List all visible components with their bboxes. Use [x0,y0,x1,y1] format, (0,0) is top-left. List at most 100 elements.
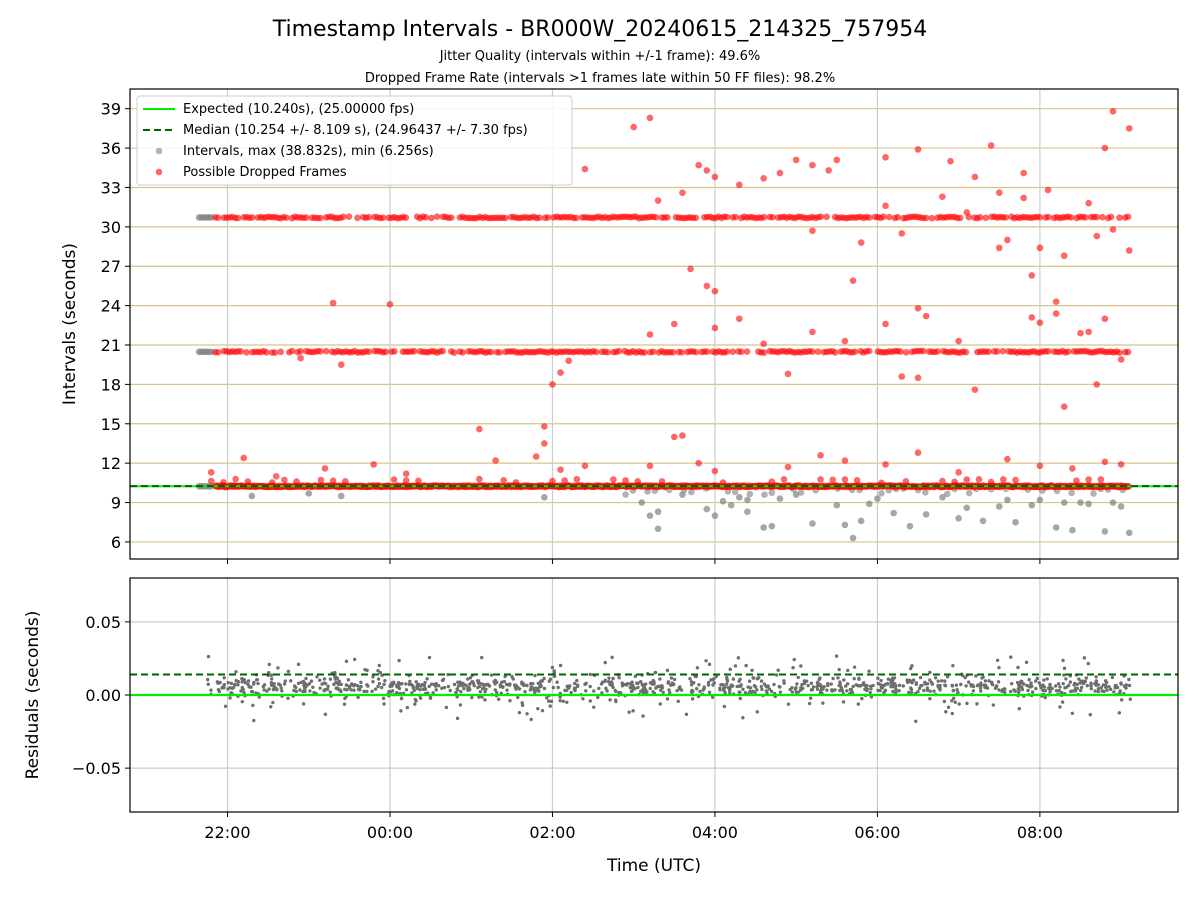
residual-point [848,687,852,692]
residual-point [1102,689,1106,694]
residual-point [489,673,494,677]
dropped-frame-point [841,476,849,483]
residual-point [592,689,596,693]
residual-point [399,709,403,713]
residual-point [751,676,755,680]
residual-point [1078,688,1083,693]
dropped-frame-point [1036,319,1044,326]
dropped-frame-point [428,214,435,222]
residual-point [704,659,708,663]
residual-point [1045,677,1049,681]
residual-point [854,683,858,687]
residual-point [269,705,273,709]
dropped-frame-point [723,213,731,221]
dropped-frame-point [692,214,700,222]
intervals-plot-frame [129,88,1179,560]
residual-point [925,682,930,686]
residual-point [1079,685,1084,690]
dropped-frame-point [993,348,1001,355]
dropped-frame-point [422,213,430,221]
dropped-frame-point [939,477,946,485]
residual-point [600,691,604,695]
interval-point [865,500,873,508]
dropped-frame-point [878,479,885,487]
residual-point [383,679,387,683]
dropped-frame-point [963,476,971,483]
residual-point [951,664,955,668]
residual-point [964,684,968,688]
residual-point [871,683,875,688]
residual-point [470,695,474,700]
dropped-frame-point [784,463,792,471]
interval-point [878,490,885,497]
residual-point [728,667,732,672]
residual-point [533,673,537,678]
interval-point [703,505,711,513]
residual-point [584,689,588,693]
dropped-frame-point [646,462,654,470]
residual-point [455,716,460,721]
residual-point [802,681,807,686]
residual-point [517,710,522,715]
chart-title: Timestamp Intervals - BR000W_20240615_21… [272,17,928,42]
residual-point [267,670,271,675]
residual-point [548,704,552,708]
residual-point [951,688,956,693]
residual-point [482,683,486,688]
dropped-frame-point [1036,213,1044,221]
residual-point [919,684,923,688]
residual-point [468,688,472,692]
dropped-frame-point [459,349,466,356]
residual-point [772,682,776,687]
residual-point [818,676,822,680]
interval-point [1028,501,1036,509]
dropped-frame-point [561,477,568,484]
residual-point [493,688,497,692]
residual-point [1117,711,1122,715]
interval-point [337,492,345,500]
dropped-frame-point [898,230,906,237]
residual-point [769,689,774,694]
residual-point [712,677,716,681]
intervals-y-tick-label: 30 [101,218,121,237]
residual-point [498,685,503,689]
residual-point [575,678,579,683]
residual-point [721,682,725,687]
residual-point [280,689,284,693]
residual-point [301,702,306,706]
residual-point [448,688,452,693]
residual-point [800,682,804,687]
residual-point [1119,681,1123,685]
residual-point [753,690,757,695]
residual-point [328,677,333,681]
residual-point [604,686,608,691]
legend-marker-swatch [155,168,163,176]
residual-point [261,684,266,689]
dropped-frame-point [1099,213,1106,221]
residual-point [292,688,296,693]
dropped-frame-point [695,161,702,169]
residual-point [422,683,427,688]
dropped-frame-point [1101,315,1109,323]
residual-point [605,689,609,693]
residual-point [397,686,402,691]
residual-point [1008,689,1013,694]
dropped-frame-point [1085,476,1092,483]
residual-point [1034,686,1038,691]
residual-point [542,686,547,691]
residual-point [249,689,254,694]
residual-point [945,675,950,679]
residual-point [806,683,810,688]
residual-point [558,663,563,668]
x-tick-label: 06:00 [854,823,900,842]
residual-point [748,686,753,690]
residual-point [322,681,326,685]
dropped-frame-point [512,479,520,486]
residual-point [292,684,297,688]
residual-point [269,680,274,685]
dropped-frame-point [987,142,995,149]
residual-point [1058,705,1062,709]
residual-point [523,690,527,694]
interval-point [646,512,654,519]
dropped-frame-point [857,239,865,246]
